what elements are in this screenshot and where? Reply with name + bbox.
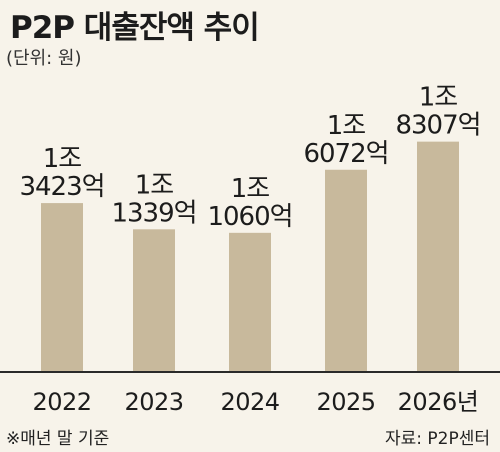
x-tick-2023: 2023 — [124, 388, 183, 416]
data-label-2025-line2: 6072억 — [303, 139, 388, 169]
data-label-2024-line2: 1060억 — [207, 202, 292, 232]
data-label-2026년-line1: 1조 — [419, 83, 458, 113]
bar-2024 — [229, 232, 271, 372]
data-label-2025-line1: 1조 — [327, 111, 366, 141]
x-tick-2026년: 2026년 — [398, 388, 479, 416]
data-label-2022-line1: 1조 — [43, 144, 82, 174]
data-label-2024-line1: 1조 — [231, 174, 270, 204]
bar-2026년 — [417, 141, 459, 372]
bar-2025 — [325, 169, 367, 372]
source-credit: 자료: P2P센터 — [384, 429, 490, 449]
x-tick-2025: 2025 — [316, 388, 375, 416]
x-tick-2024: 2024 — [220, 388, 279, 416]
x-tick-2022: 2022 — [32, 388, 91, 416]
data-label-2022-line2: 3423억 — [19, 172, 104, 202]
bar-2022 — [41, 203, 83, 372]
chart-title: P2P 대출잔액 추이 — [10, 10, 260, 46]
data-label-2023-line1: 1조 — [135, 170, 174, 200]
data-label-2026년-line2: 8307억 — [395, 111, 480, 141]
unit-label: (단위: 원) — [6, 48, 82, 69]
bar-2023 — [133, 229, 175, 372]
footnote: ※매년 말 기준 — [6, 429, 110, 449]
data-label-2023-line2: 1339억 — [111, 198, 196, 228]
